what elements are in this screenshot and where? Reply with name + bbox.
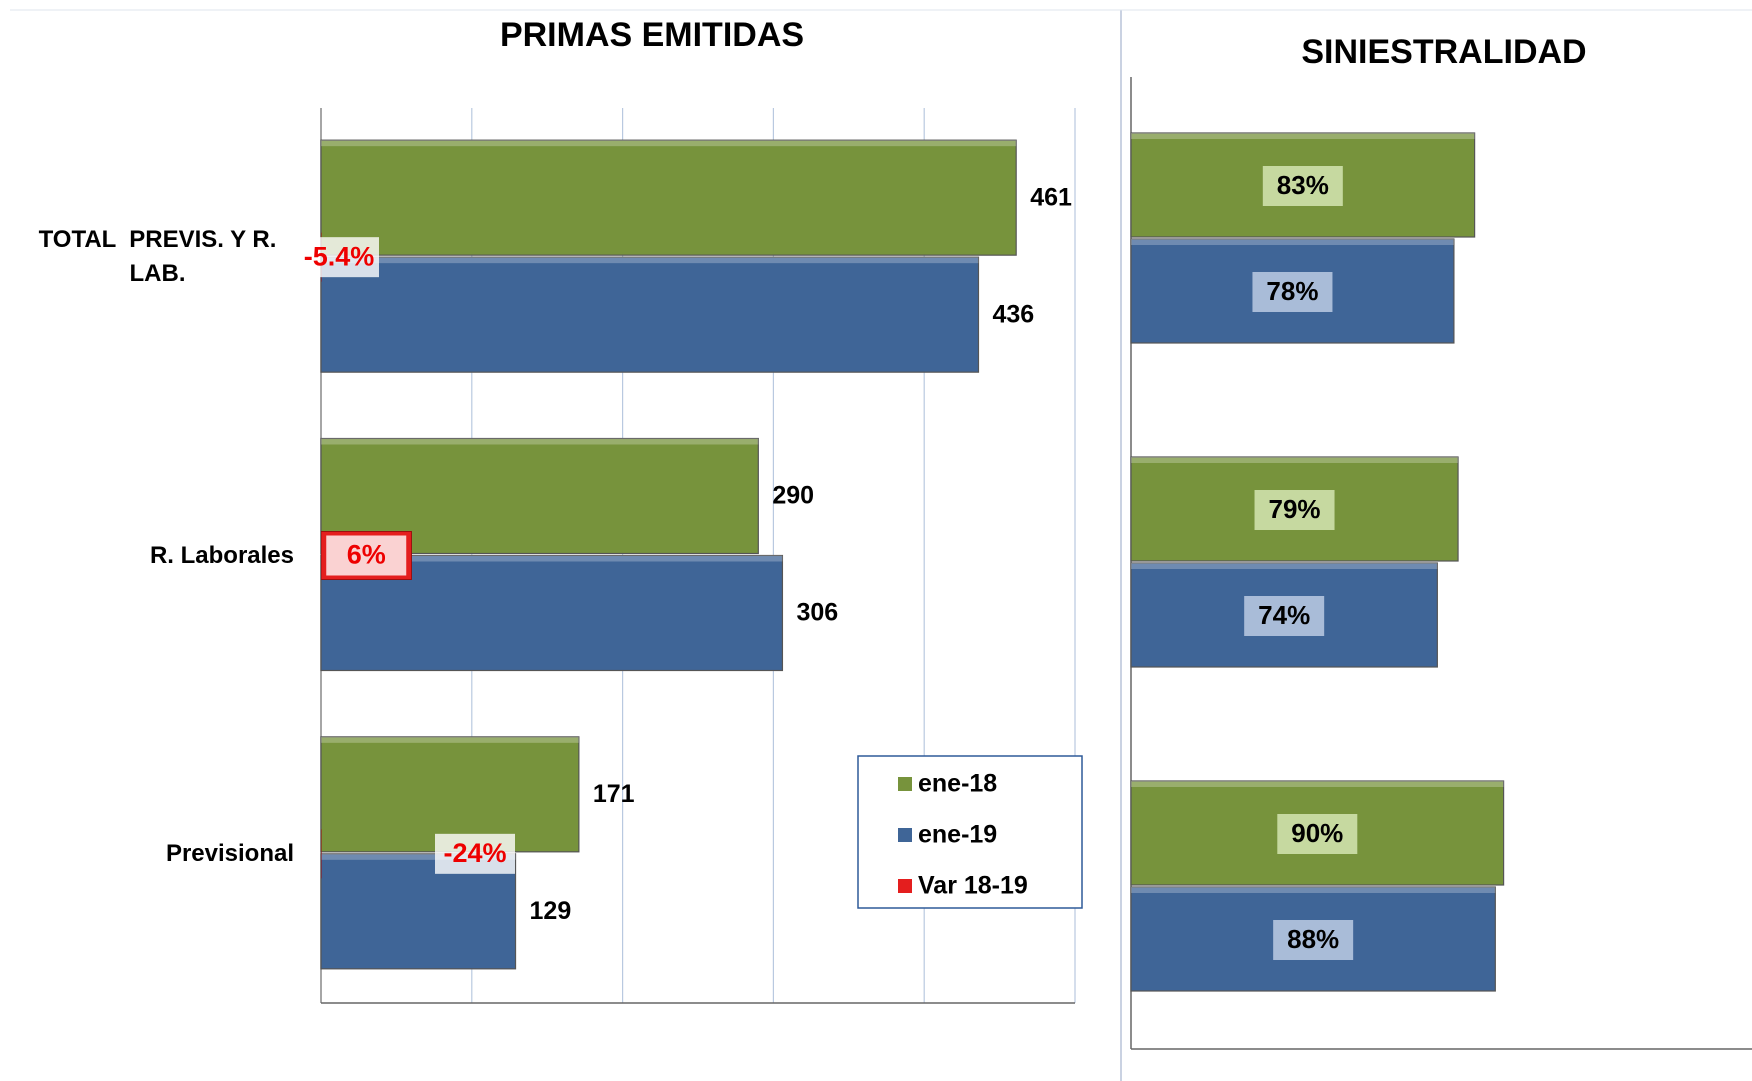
data-label: 171 [593,780,635,808]
data-label: 461 [1030,183,1072,211]
category-label: Previsional [21,804,294,904]
data-label: -24% [443,838,506,868]
chart-title: PRIMAS EMITIDAS [500,16,804,54]
data-label: 88% [1287,924,1339,954]
data-label: 79% [1269,494,1321,524]
legend-marker [898,777,912,791]
category-text: Previsional [165,839,294,867]
bar [321,829,322,879]
legend-label: ene-19 [918,821,997,849]
bar-bevel [321,257,979,264]
legend-box [857,755,1083,909]
bar [320,256,980,373]
data-label: -5.4% [304,241,375,271]
bar [320,139,1017,256]
data-label-bg [1254,490,1335,530]
data-label: 6% [347,540,386,570]
bar-bevel [321,853,516,860]
bar-bevel [1131,563,1438,569]
bar-bevel [1131,133,1475,139]
bar-bevel [321,438,759,445]
category-text: R. Laborales [149,541,294,569]
bar-bevel [1131,457,1459,463]
legend-label: ene-18 [918,770,997,798]
data-label-bg [435,833,515,874]
data-label-bg [1277,814,1358,854]
data-label-bg [1252,272,1333,312]
data-label-bg [1273,920,1354,960]
legend-marker [898,828,912,842]
data-label: 78% [1266,276,1318,306]
bar-bevel [321,555,783,562]
data-label: 83% [1277,170,1329,200]
bar-bevel [321,140,1017,147]
data-label: 74% [1258,600,1310,630]
category-label: TOTAL PREVIS. Y R. LAB. [21,207,294,307]
bar [320,736,580,853]
bar-bevel [1131,887,1496,893]
data-label: 436 [992,300,1034,328]
category-label: R. Laborales [21,506,294,606]
legend-marker [898,879,912,893]
data-label-bg [299,237,379,278]
legend-label: Var 18-19 [918,872,1028,900]
data-label: 90% [1291,818,1343,848]
data-label: 306 [796,599,838,627]
data-label-bg [1244,596,1325,636]
data-label-bg [1262,166,1343,206]
bar-bevel [1131,781,1504,787]
chart-title: SINIESTRALIDAD [1301,33,1586,71]
bar-bevel [321,736,579,743]
data-label: 290 [772,482,814,510]
category-text: TOTAL PREVIS. Y R. LAB. [38,226,284,288]
data-label: 129 [530,897,572,925]
bar-bevel [1131,239,1454,245]
data-label-bg [326,535,407,576]
